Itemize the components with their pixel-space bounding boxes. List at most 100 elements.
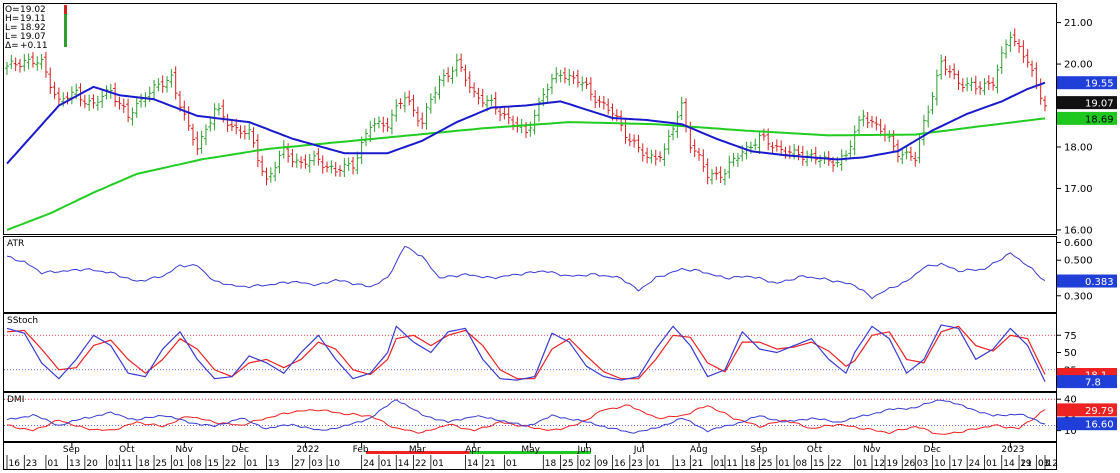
price-candle xyxy=(433,86,438,104)
day-label: 12 xyxy=(874,459,885,469)
price-candle xyxy=(381,116,386,133)
price-candle xyxy=(91,94,96,109)
stoch-k-value-tag-bg xyxy=(1057,375,1117,389)
price-candle xyxy=(735,152,740,167)
month-label: Aug xyxy=(690,445,708,455)
price-candle xyxy=(865,111,870,129)
price-candle xyxy=(480,88,485,108)
price-candle xyxy=(126,98,131,123)
month-label: Feb xyxy=(353,445,369,455)
stoch-panel-title: SStoch xyxy=(7,316,38,326)
price-candle xyxy=(165,76,170,93)
price-candle xyxy=(779,140,784,157)
price-axis-tick-label: 18.00 xyxy=(1064,142,1093,153)
price-candle xyxy=(727,155,732,179)
price-candle xyxy=(878,118,883,137)
day-label: 22 xyxy=(830,459,841,469)
price-candle xyxy=(22,53,27,72)
price-candle xyxy=(960,78,965,92)
ohlc-change-value: +0.11 xyxy=(20,41,48,51)
month-label: Oct xyxy=(119,445,135,455)
atr-panel-frame xyxy=(3,236,1057,313)
time-axis: Sep Oct Nov Dec 2022 Feb Mar Apr May Jun Jul Aug Sep… xyxy=(6,443,1058,469)
price-candle xyxy=(658,151,663,162)
month-label: May xyxy=(521,445,540,455)
price-candle xyxy=(95,95,100,111)
dmi-minus-value-tag-bg xyxy=(1057,403,1117,417)
price-candle xyxy=(82,94,87,109)
price-axis-tick-label: 16.00 xyxy=(1064,225,1093,236)
price-candle xyxy=(467,71,472,94)
price-candle xyxy=(130,107,135,126)
month-label: Nov xyxy=(175,445,193,455)
atr-line xyxy=(6,245,1046,300)
price-candle xyxy=(982,78,987,96)
price-candle xyxy=(640,143,645,162)
price-panel-frame xyxy=(3,3,1057,235)
price-candles xyxy=(5,28,1047,186)
price-candle xyxy=(273,161,278,182)
price-candle xyxy=(229,119,234,131)
day-label: 14 xyxy=(467,459,479,469)
price-candle xyxy=(208,116,213,132)
price-candle xyxy=(645,147,650,164)
ohlc-change-label: Δ= xyxy=(5,41,19,51)
price-candle xyxy=(632,134,637,148)
stoch-axis-tick-label: 75 xyxy=(1064,331,1077,342)
price-candle xyxy=(316,148,321,166)
price-candle xyxy=(973,75,978,95)
price-candle xyxy=(199,130,204,154)
price-candle xyxy=(402,92,407,113)
price-candle xyxy=(588,77,593,101)
price-candle xyxy=(242,125,247,140)
price-candle xyxy=(1025,48,1030,68)
price-axis-tick-label: 20.00 xyxy=(1064,60,1093,71)
day-label: 02 xyxy=(579,459,590,469)
price-candle xyxy=(757,130,762,154)
ma-slow-value-tag-bg xyxy=(1057,111,1117,125)
price-candle xyxy=(939,54,944,80)
day-label: 01 xyxy=(432,459,443,469)
xaxis-frame xyxy=(3,442,1057,470)
day-label: 22 xyxy=(415,459,426,469)
day-label: 01 xyxy=(713,459,724,469)
price-candle xyxy=(904,146,909,160)
price-candle xyxy=(454,53,459,77)
atr-value-tag-text: 0.383 xyxy=(1085,277,1114,288)
price-candle xyxy=(30,52,35,68)
price-candle xyxy=(39,53,44,70)
price-candle xyxy=(212,103,217,131)
atr-axis-tick-label: 0.600 xyxy=(1064,238,1093,249)
price-candle xyxy=(1017,38,1022,53)
price-candle xyxy=(489,94,494,106)
month-label: Dec xyxy=(232,445,249,455)
price-candle xyxy=(995,64,1000,94)
month-label: Mar xyxy=(409,445,426,455)
price-candle xyxy=(385,117,390,132)
price-candle xyxy=(567,68,572,86)
price-candle xyxy=(653,149,658,166)
ohlc-last-value: 19.07 xyxy=(20,32,46,42)
month-label: Nov xyxy=(863,445,881,455)
price-candle xyxy=(627,133,632,147)
stoch-k-line xyxy=(6,324,1046,382)
day-label: 22 xyxy=(225,459,236,469)
month-label: Apr xyxy=(465,445,481,455)
day-label: 13 xyxy=(675,459,686,469)
day-label: 21 xyxy=(1021,459,1032,469)
price-candle xyxy=(969,77,974,91)
price-candle xyxy=(671,124,676,141)
price-candle xyxy=(216,103,221,116)
ma-fast-value-tag-text: 19.55 xyxy=(1085,79,1114,90)
price-candle xyxy=(247,123,252,140)
ohlc-readout: O= 19.02 H= 19.11 L= 18.92 L= 19.07 Δ= +… xyxy=(4,4,68,51)
price-candle xyxy=(930,91,935,115)
price-candle xyxy=(636,135,641,153)
price-candle xyxy=(52,81,57,100)
day-label: 15 xyxy=(207,459,218,469)
price-candle xyxy=(597,95,602,108)
price-candle xyxy=(697,147,701,161)
day-label: 18 xyxy=(744,459,756,469)
price-candle xyxy=(156,78,161,92)
month-label: Sep xyxy=(63,445,80,455)
